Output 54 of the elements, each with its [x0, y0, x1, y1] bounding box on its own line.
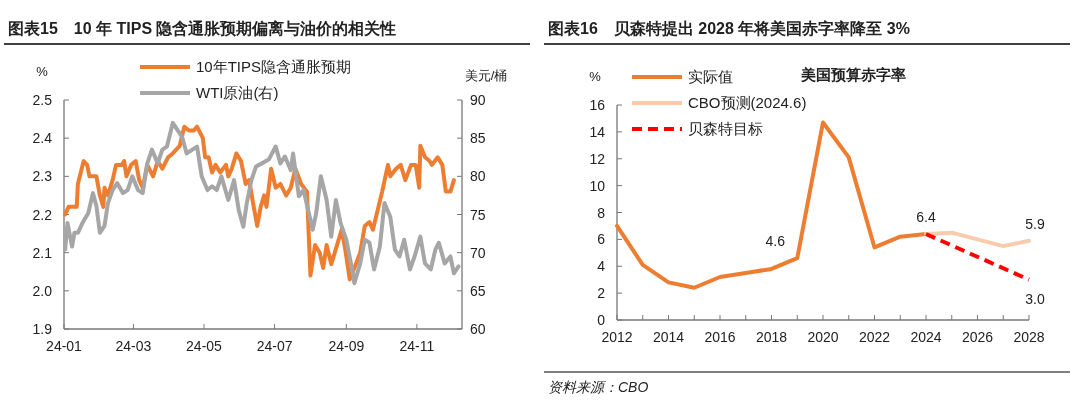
y-tick-label: 16: [589, 97, 606, 113]
y-tick-label: 8: [597, 204, 606, 221]
y-tick-label: 4: [597, 258, 606, 275]
y-tick-label: 2.1: [32, 244, 53, 261]
x-tick-label: 2016: [704, 329, 736, 345]
y-tick-label: 2.2: [32, 206, 53, 223]
y2-tick-label: 85: [470, 130, 486, 147]
legend-label: CBO预测(2024.6): [688, 94, 807, 111]
y2-tick-label: 70: [470, 244, 486, 261]
data-label: 6.4: [916, 209, 936, 225]
y-tick-label: 2.0: [32, 282, 53, 299]
x-tick-label: 24-07: [256, 338, 293, 354]
x-tick-label: 2018: [755, 329, 788, 345]
x-tick-label: 24-01: [46, 338, 83, 354]
y2-tick-label: 90: [470, 92, 486, 108]
y-axis-title: %: [589, 69, 602, 84]
x-tick-label: 2022: [858, 329, 891, 345]
y-tick-label: 1.9: [32, 321, 53, 337]
y-tick-label: 6: [597, 231, 606, 248]
data-label: 5.9: [1025, 215, 1045, 232]
legend-label: 实际值: [688, 68, 733, 85]
y-tick-label: 2.5: [32, 92, 53, 108]
x-tick-label: 2028: [1013, 329, 1045, 345]
legend-label: 贝森特目标: [688, 120, 763, 137]
y-tick-label: 2.3: [32, 168, 53, 185]
legend-label: WTI原油(右): [196, 84, 279, 101]
data-label: 4.6: [765, 233, 786, 250]
x-tick-label: 2026: [961, 329, 994, 345]
y2-tick-label: 65: [470, 282, 486, 299]
x-tick-label: 24-05: [186, 338, 223, 354]
chart-subtitle: 美国预算赤字率: [799, 66, 906, 83]
chart-title: 图表16 贝森特提出 2028 年将美国赤字率降至 3%: [548, 19, 910, 37]
x-tick-label: 2012: [601, 329, 633, 345]
y2-tick-label: 60: [470, 321, 486, 337]
x-tick-label: 24-11: [399, 338, 435, 354]
y-axis-title: %: [36, 64, 49, 79]
x-tick-label: 24-03: [115, 338, 152, 354]
legend-label: 10年TIPS隐含通胀预期: [196, 58, 352, 75]
text: 资料来源：CBO: [548, 379, 649, 395]
y-tick-label: 10: [589, 177, 606, 194]
data-label: 3.0: [1025, 290, 1045, 307]
x-tick-label: 24-09: [328, 338, 365, 354]
y-tick-label: 12: [589, 150, 606, 167]
chart-title: 图表15 10 年 TIPS 隐含通胀预期偏离与油价的相关性: [8, 19, 397, 37]
x-tick-label: 2024: [910, 329, 942, 345]
x-tick-label: 2020: [807, 329, 839, 345]
y-tick-label: 0: [597, 312, 606, 328]
y2-tick-label: 75: [470, 206, 486, 223]
y-tick-label: 2: [597, 285, 606, 302]
y-tick-label: 2.4: [32, 130, 53, 147]
x-tick-label: 2014: [652, 329, 685, 345]
y2-tick-label: 80: [470, 168, 486, 185]
y2-axis-title: 美元/桶: [464, 68, 508, 83]
y-tick-label: 14: [589, 123, 606, 140]
